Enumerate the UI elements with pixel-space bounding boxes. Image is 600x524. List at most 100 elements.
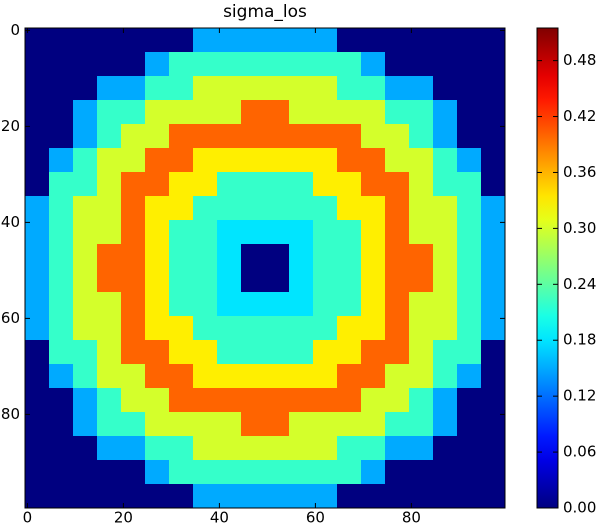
- heatmap-cell: [169, 484, 194, 509]
- colorbar-tick-label: 0.12: [563, 387, 596, 405]
- heatmap-cell: [265, 412, 290, 437]
- heatmap-cell: [433, 268, 458, 293]
- heatmap-cell: [385, 484, 410, 509]
- heatmap-cell: [313, 412, 338, 437]
- heatmap-cell: [193, 436, 218, 461]
- heatmap-cell: [361, 340, 386, 365]
- heatmap-cell: [169, 172, 194, 197]
- heatmap-cell: [433, 100, 458, 125]
- heatmap-cell: [457, 340, 482, 365]
- heatmap-cell: [169, 316, 194, 341]
- heatmap-cell: [433, 124, 458, 149]
- heatmap-cell: [49, 364, 74, 389]
- heatmap-cell: [25, 268, 50, 293]
- heatmap-cell: [457, 388, 482, 413]
- heatmap-cell: [433, 220, 458, 245]
- heatmap-cell: [73, 436, 98, 461]
- heatmap-cell: [457, 172, 482, 197]
- heatmap-cell: [337, 244, 362, 269]
- heatmap-cell: [409, 484, 434, 509]
- heatmap-cell: [265, 100, 290, 125]
- heatmap-cell: [217, 412, 242, 437]
- heatmap-cell: [217, 436, 242, 461]
- y-tick-label: 20: [1, 117, 20, 135]
- heatmap-cell: [385, 148, 410, 173]
- colorbar-tick-label: 0.48: [563, 51, 596, 69]
- heatmap-cell: [121, 340, 146, 365]
- heatmap-cell: [265, 52, 290, 77]
- heatmap-cell: [145, 364, 170, 389]
- heatmap-cell: [409, 124, 434, 149]
- heatmap-cell: [337, 292, 362, 317]
- x-tick-label: 20: [114, 509, 133, 524]
- heatmap-cell: [73, 196, 98, 221]
- heatmap-cell: [169, 388, 194, 413]
- heatmap-cell: [361, 100, 386, 125]
- heatmap-cell: [385, 364, 410, 389]
- heatmap-cell: [25, 364, 50, 389]
- heatmap-cell: [145, 196, 170, 221]
- heatmap-cell: [289, 76, 314, 101]
- heatmap-cell: [409, 76, 434, 101]
- heatmap-cell: [97, 244, 122, 269]
- heatmap-cell: [385, 340, 410, 365]
- heatmap-cell: [481, 100, 506, 125]
- heatmap-cell: [217, 340, 242, 365]
- colorbar-tick-label: 0.18: [563, 331, 596, 349]
- heatmap-cell: [289, 460, 314, 485]
- heatmap-cell: [97, 100, 122, 125]
- heatmap-cell: [433, 436, 458, 461]
- heatmap-cell: [193, 412, 218, 437]
- heatmap-cell: [265, 340, 290, 365]
- heatmap-cell: [97, 388, 122, 413]
- heatmap-cell: [121, 148, 146, 173]
- heatmap-cell: [409, 340, 434, 365]
- heatmap-cell: [241, 436, 266, 461]
- heatmap-cell: [73, 460, 98, 485]
- heatmap-cell: [169, 340, 194, 365]
- heatmap-cell: [313, 340, 338, 365]
- heatmap-cell: [217, 460, 242, 485]
- heatmap-cell: [313, 364, 338, 389]
- heatmap-cell: [337, 364, 362, 389]
- heatmap-cell: [169, 196, 194, 221]
- heatmap-cell: [241, 148, 266, 173]
- heatmap-cell: [337, 28, 362, 53]
- heatmap-cell: [361, 268, 386, 293]
- heatmap-cell: [145, 436, 170, 461]
- heatmap-cell: [25, 28, 50, 53]
- heatmap-cell: [121, 76, 146, 101]
- heatmap-cell: [481, 436, 506, 461]
- heatmap-cell: [337, 148, 362, 173]
- heatmap-cell: [217, 292, 242, 317]
- heatmap-cell: [313, 220, 338, 245]
- heatmap-cell: [313, 292, 338, 317]
- heatmap-cell: [265, 148, 290, 173]
- heatmap-cell: [97, 28, 122, 53]
- heatmap-cell: [289, 364, 314, 389]
- heatmap-cell: [265, 316, 290, 341]
- colorbar: [536, 27, 559, 509]
- heatmap-cell: [49, 316, 74, 341]
- heatmap-cell: [121, 220, 146, 245]
- heatmap-cell: [25, 412, 50, 437]
- heatmap-cell: [121, 268, 146, 293]
- heatmap-cell: [25, 124, 50, 149]
- heatmap-cell: [241, 460, 266, 485]
- heatmap-cell: [73, 52, 98, 77]
- heatmap-cell: [193, 148, 218, 173]
- heatmap-cell: [241, 388, 266, 413]
- heatmap-cell: [25, 196, 50, 221]
- colorbar-tick-label: 0.00: [563, 499, 596, 517]
- heatmap-cell: [433, 244, 458, 269]
- heatmap-cell: [457, 244, 482, 269]
- heatmap-cell: [313, 244, 338, 269]
- heatmap-cell: [217, 244, 242, 269]
- heatmap-cell: [313, 124, 338, 149]
- heatmap-cell: [385, 52, 410, 77]
- heatmap-cell: [289, 484, 314, 509]
- heatmap-cell: [217, 76, 242, 101]
- heatmap-cell: [193, 268, 218, 293]
- heatmap-cell: [481, 76, 506, 101]
